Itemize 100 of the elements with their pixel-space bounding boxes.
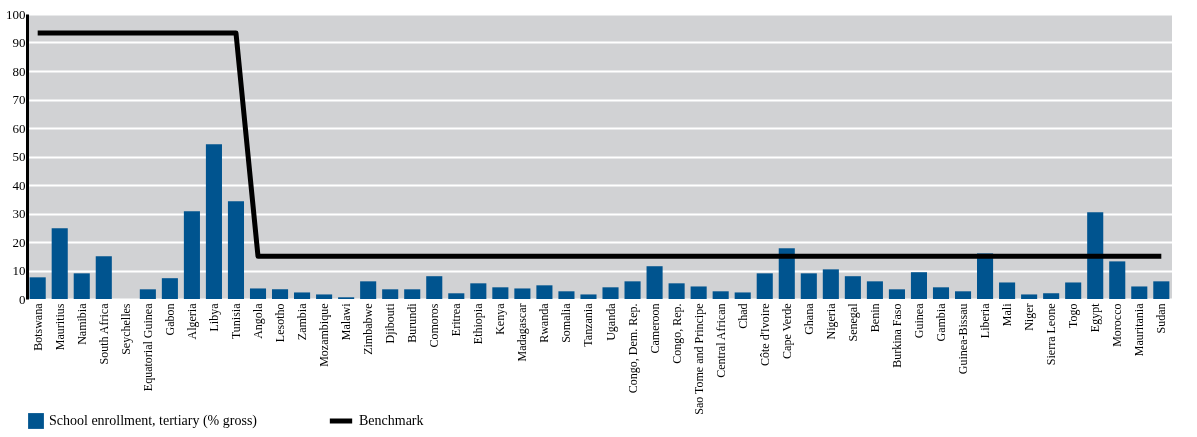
x-tick-label: Ethiopia [471,302,486,345]
y-tick-label: 10 [12,263,26,278]
bar [1153,281,1170,299]
bar [382,289,399,299]
x-tick-label: Algeria [184,302,199,340]
bar [316,294,333,299]
bar [1021,294,1038,299]
x-tick-label: Nigeria [823,302,838,340]
bar [183,211,200,299]
legend-label: Benchmark [359,413,424,428]
bar [954,291,972,299]
y-tick-label: 70 [12,92,26,107]
y-tick-label: 30 [12,206,26,221]
bar [1065,282,1082,299]
x-tick-label: Equatorial Guinea [140,302,155,392]
x-tick-label: Congo, Dem. Rep. [625,303,640,394]
x-tick-label: Liberia [978,302,993,339]
bar [294,292,311,299]
y-tick-label: 60 [12,120,26,136]
x-tick-label: Zambia [295,302,310,341]
x-tick-label: Guinea [911,302,926,339]
bar [205,144,222,299]
x-tick-label: Eritrea [449,302,464,337]
bar [536,285,553,299]
x-tick-label: Angola [251,302,265,339]
x-tick-label: Somalia [559,302,574,343]
x-tick-label: Lesotho [273,303,288,343]
x-tick-label: Burkina Faso [889,303,904,368]
bar [800,273,817,299]
bar [778,248,795,299]
y-tick-label: 90 [12,35,26,50]
bar [580,294,597,299]
bar [1109,261,1126,299]
x-tick-label: Comoros [427,303,442,348]
x-tick-label: Gabon [162,303,177,336]
bar [888,289,905,299]
bar [492,287,509,299]
x-tick-label: Tanzania [581,302,596,347]
x-tick-label: Ghana [801,302,816,335]
x-tick-label: Cameroon [647,303,662,354]
bar [932,287,950,299]
x-tick-label: Seychelles [118,303,133,355]
x-tick-label: Rwanda [537,302,552,343]
x-tick-label: Kenya [493,302,508,335]
x-tick-label: Gambia [934,302,948,342]
x-tick-label: Tunisia [228,302,243,340]
x-tick-label: Sao Tome and Principe [691,303,706,415]
x-tick-label: Côte d'Ivoire [757,303,772,366]
x-tick-label: South Africa [96,302,111,365]
x-tick-label: Mali [1000,302,1015,327]
bar [360,281,377,299]
x-tick-label: Burundi [405,302,420,343]
x-tick-label: Djibouti [383,302,398,344]
y-tick-label: 0 [19,291,26,307]
y-tick-label: 50 [12,149,26,164]
x-tick-label: Zimbabwe [361,303,376,355]
bar [646,266,663,299]
bar [602,287,619,299]
bar [73,273,90,299]
bar [1131,286,1148,299]
bar [1087,212,1104,299]
x-tick-label: Sudan [1154,303,1169,334]
bar [624,281,641,299]
bar [404,289,421,299]
bar [272,289,289,299]
bar [844,276,861,299]
x-tick-label: Cape Verde [779,303,794,359]
x-tick-label: Uganda [603,302,618,341]
x-tick-label: Sierra Leone [1044,303,1059,366]
bar [690,286,707,299]
x-tick-label: Namibia [74,302,89,345]
bar [249,288,267,299]
bar [734,292,751,299]
x-tick-label: Niger [1022,303,1037,331]
x-tick-label: Mozambique [317,303,332,367]
x-tick-label: Morocco [1110,303,1125,347]
bar [514,288,531,299]
y-tick-label: 20 [12,234,26,250]
x-tick-label: Mauritania [1132,302,1147,357]
x-tick-label: Egypt [1088,302,1103,333]
bar [712,291,729,299]
x-tick-label: Central African [713,303,728,378]
x-tick-label: Guinea-Bissau [956,303,971,375]
x-tick-label: Chad [735,303,750,329]
bar [756,273,773,299]
x-tick-label: Libya [206,302,221,332]
bar [866,281,883,299]
bar [95,256,112,299]
bar [29,277,46,299]
bar [1043,293,1060,299]
bar [822,269,839,299]
bar [999,282,1016,299]
y-tick-label: 40 [12,177,26,193]
x-tick-label: Togo [1066,303,1081,328]
x-tick-label: Senegal [845,302,860,342]
x-tick-label: Congo, Rep. [669,303,684,364]
y-tick-label: 80 [12,63,26,79]
bar [910,272,927,299]
bar [470,283,487,299]
bar [426,276,443,299]
